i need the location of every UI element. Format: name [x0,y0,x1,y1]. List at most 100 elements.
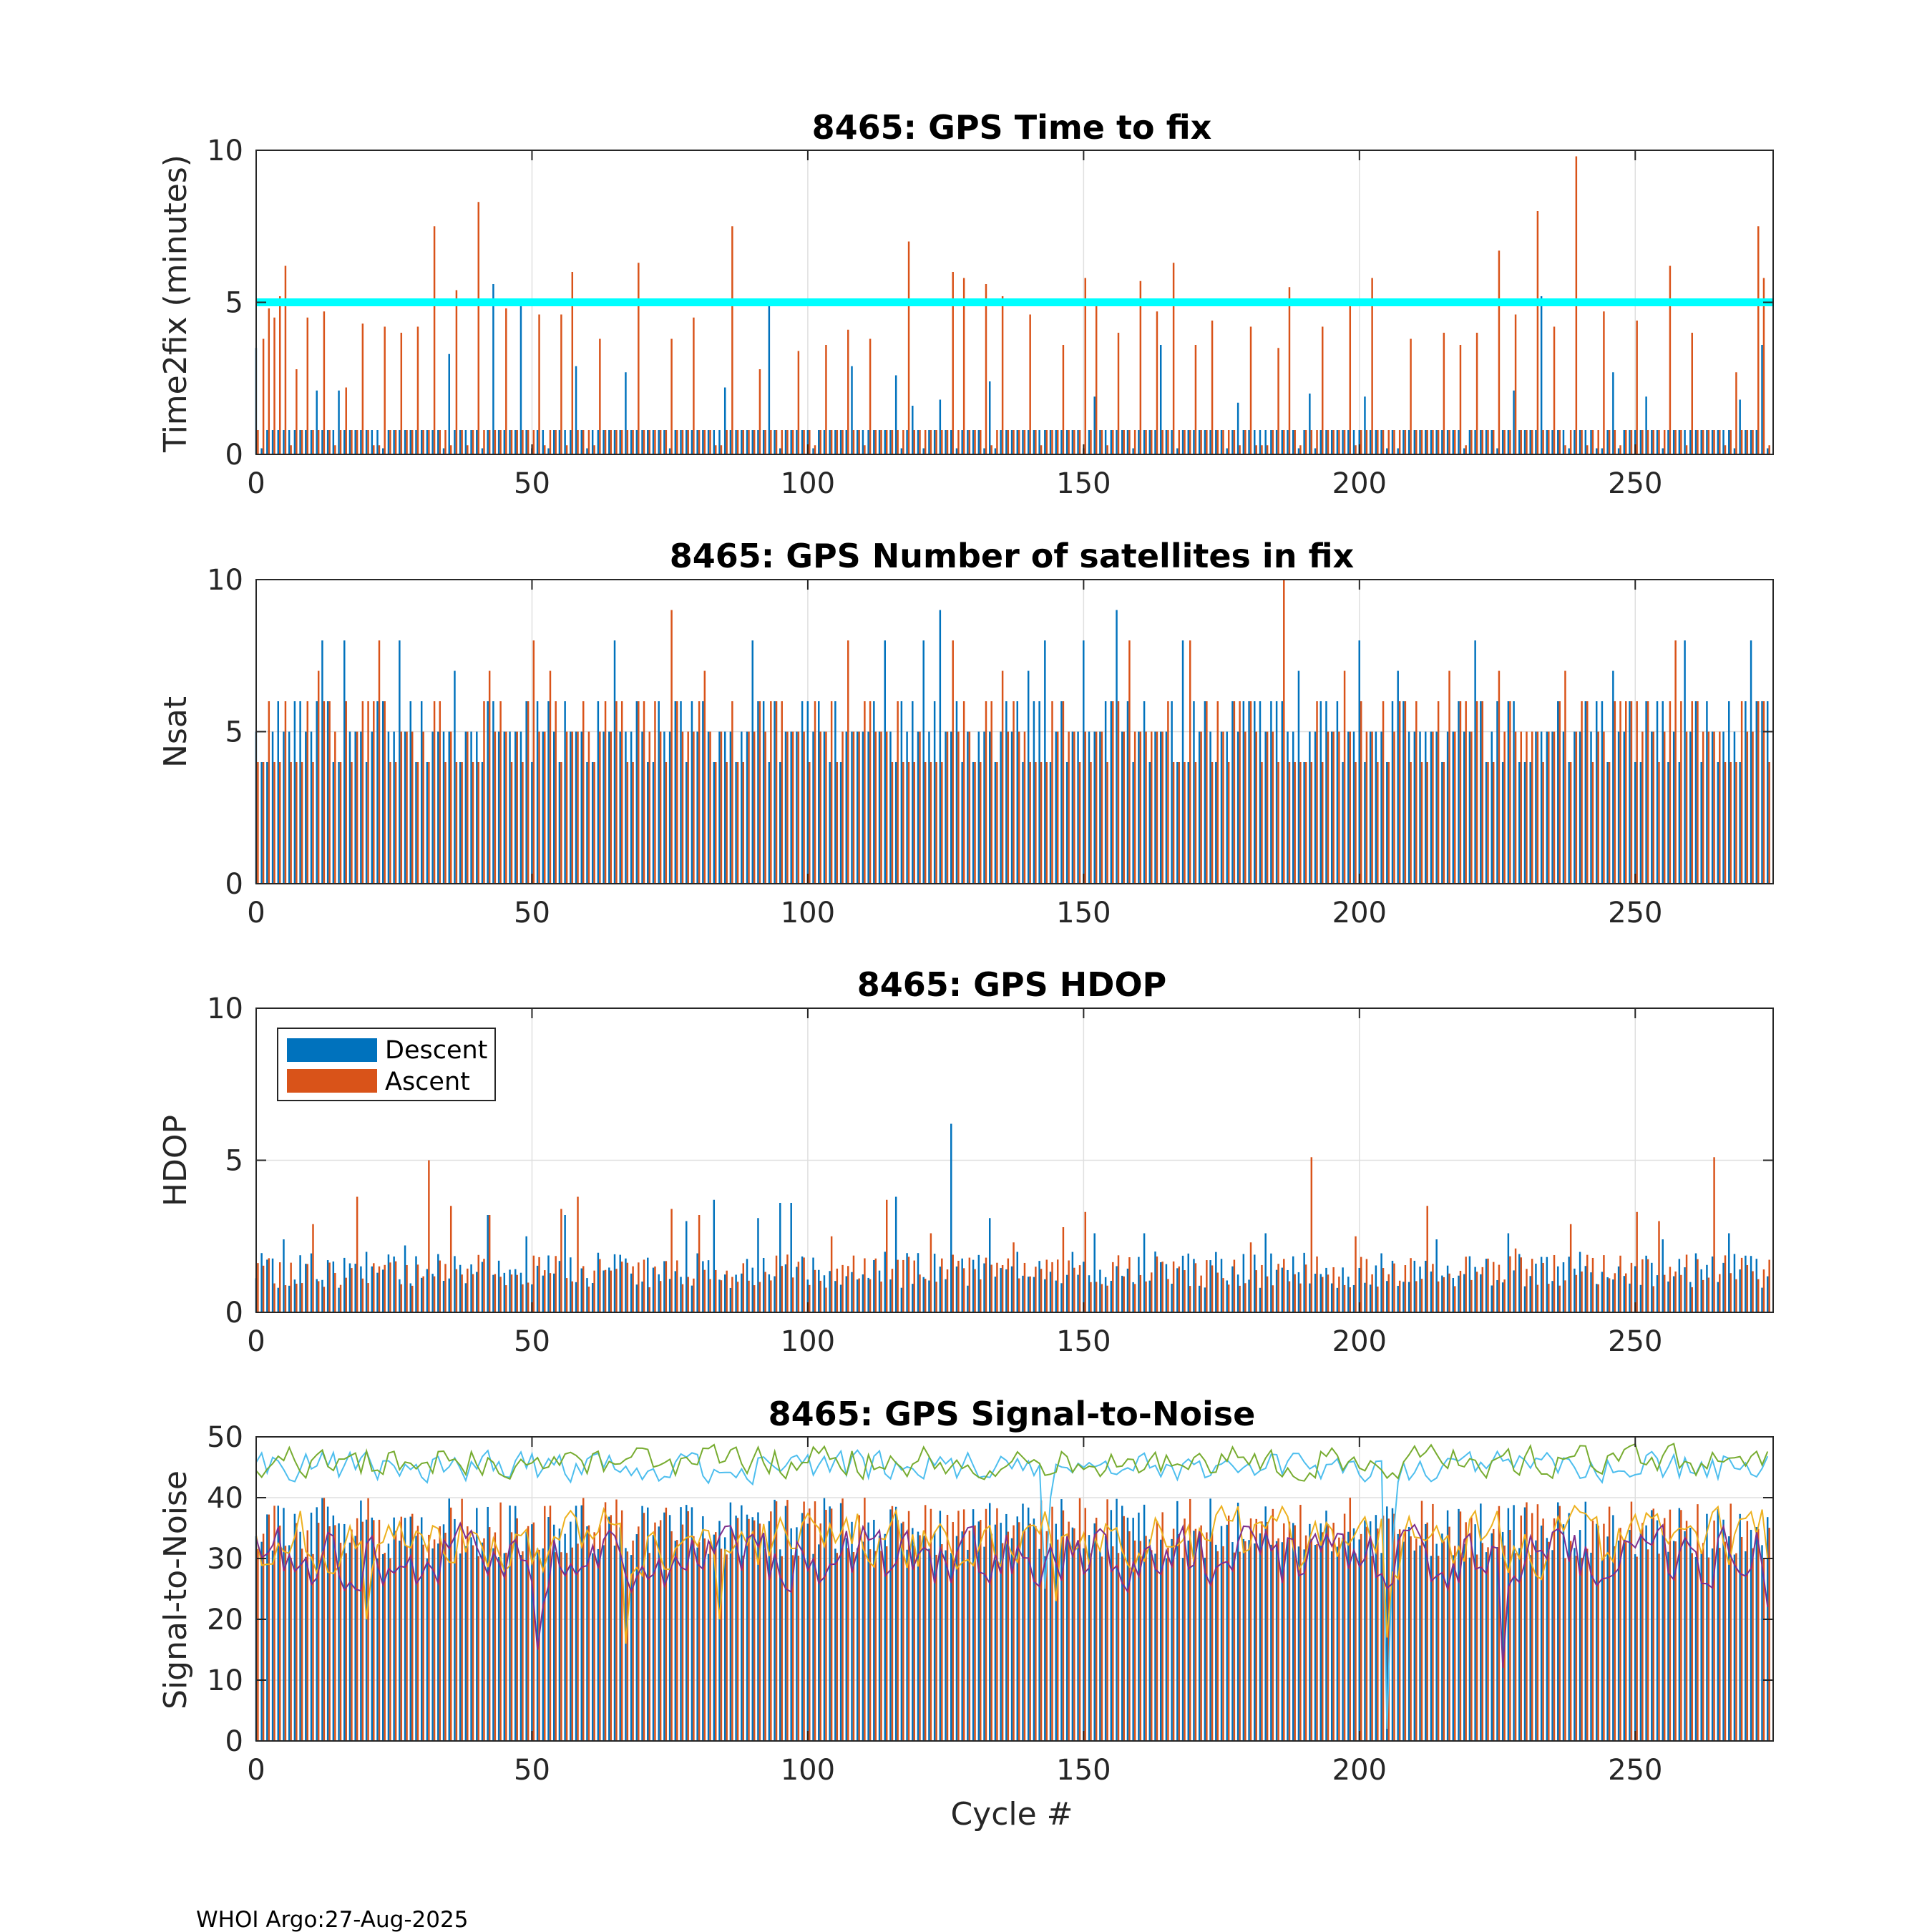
bar-descent [1049,1272,1052,1312]
bar-descent [1038,701,1040,884]
bar-ascent [593,762,595,884]
bar-descent [1458,1508,1460,1741]
bar-ascent [1415,1538,1418,1741]
bar-descent [790,1203,792,1312]
bar-descent [552,1524,555,1741]
bar-ascent [1387,1518,1390,1741]
bar-descent [1546,1538,1548,1741]
bar-ascent [1040,1500,1043,1741]
bar-descent [630,430,633,454]
bar-ascent [1239,1551,1241,1741]
bar-ascent [1035,762,1037,884]
bar-ascent [1426,1206,1428,1312]
bar-ascent [1437,1281,1440,1312]
bar-ascent [1646,1549,1649,1741]
bar-descent [420,430,423,454]
bar-descent [1523,1286,1526,1312]
bar-ascent [1454,1546,1456,1741]
bar-ascent [1365,1259,1368,1312]
bar-descent [889,1279,892,1312]
bar-ascent [670,1531,673,1741]
bar-ascent [941,1544,943,1741]
bar-ascent [549,670,552,884]
bar-descent [1071,430,1074,454]
bar-descent [1557,701,1559,884]
bar-ascent [726,762,728,884]
bar-ascent [1487,762,1489,884]
bar-ascent [577,1196,579,1312]
bar-ascent [1206,1532,1208,1741]
bar-ascent [1597,731,1599,884]
bar-ascent [449,731,452,884]
bar-descent [1629,1530,1631,1741]
bar-descent [619,731,621,884]
bar-ascent [869,701,872,884]
bar-ascent [709,731,711,884]
bar-ascent [632,762,634,884]
bar-descent [652,430,655,454]
bar-ascent [422,1544,424,1741]
bar-ascent [620,1510,623,1741]
bar-ascent [1266,731,1269,884]
bar-descent [365,1519,368,1741]
bar-descent [542,1275,545,1312]
bar-ascent [416,762,419,884]
bar-ascent [654,701,656,884]
bar-ascent [312,1553,314,1741]
bar-descent [829,762,831,884]
bar-descent [1198,1530,1201,1741]
bar-descent [1546,430,1548,454]
bar-descent [779,1203,781,1312]
bar-ascent [1719,1274,1721,1312]
bar-descent [1154,1252,1156,1312]
bar-descent [332,762,335,884]
bar-descent [1352,1528,1355,1741]
bar-ascent [1448,430,1450,454]
bar-ascent [1740,1257,1743,1312]
bar-descent [845,1276,848,1312]
bar-ascent [1007,1531,1010,1741]
bar-ascent [1023,430,1026,454]
bar-ascent [334,1273,336,1312]
bar-descent [751,1267,753,1312]
bar-descent [1181,1255,1184,1312]
bar-descent [1496,1280,1498,1312]
bar-descent [1154,1553,1156,1741]
bar-ascent [1277,1538,1279,1741]
bar-ascent [1277,348,1279,454]
bar-ascent [1663,430,1666,454]
bar-ascent [1133,1284,1136,1312]
bar-ascent [268,308,270,454]
bar-descent [1606,1536,1609,1741]
bar-descent [597,1548,600,1741]
bar-ascent [1139,731,1142,884]
bar-ascent [659,1520,662,1741]
bar-ascent [1520,430,1523,454]
bar-ascent [775,701,778,884]
bar-descent [1458,701,1460,884]
bar-descent [1745,701,1747,884]
bar-ascent [1051,701,1053,884]
bar-ascent [1360,1533,1362,1741]
bar-ascent [328,1526,331,1741]
bar-ascent [1669,701,1672,884]
bar-descent [994,448,997,454]
bar-ascent [516,731,518,884]
bar-ascent [885,1546,888,1741]
bar-ascent [1216,1272,1219,1312]
bar-ascent [1090,430,1092,454]
bar-descent [972,1259,975,1312]
bar-descent [1248,1279,1250,1312]
bar-ascent [797,731,800,884]
bar-descent [1463,1274,1465,1312]
bar-ascent [505,308,507,454]
bar-descent [481,448,484,454]
bar-ascent [1249,1242,1252,1312]
bar-descent [1656,1275,1659,1312]
bar-ascent [632,1540,634,1741]
x-tick-label: 200 [1332,1325,1387,1358]
bar-descent [305,1556,307,1741]
bar-descent [1711,731,1714,884]
bar-descent [1309,1523,1311,1741]
bar-descent [1678,762,1681,884]
